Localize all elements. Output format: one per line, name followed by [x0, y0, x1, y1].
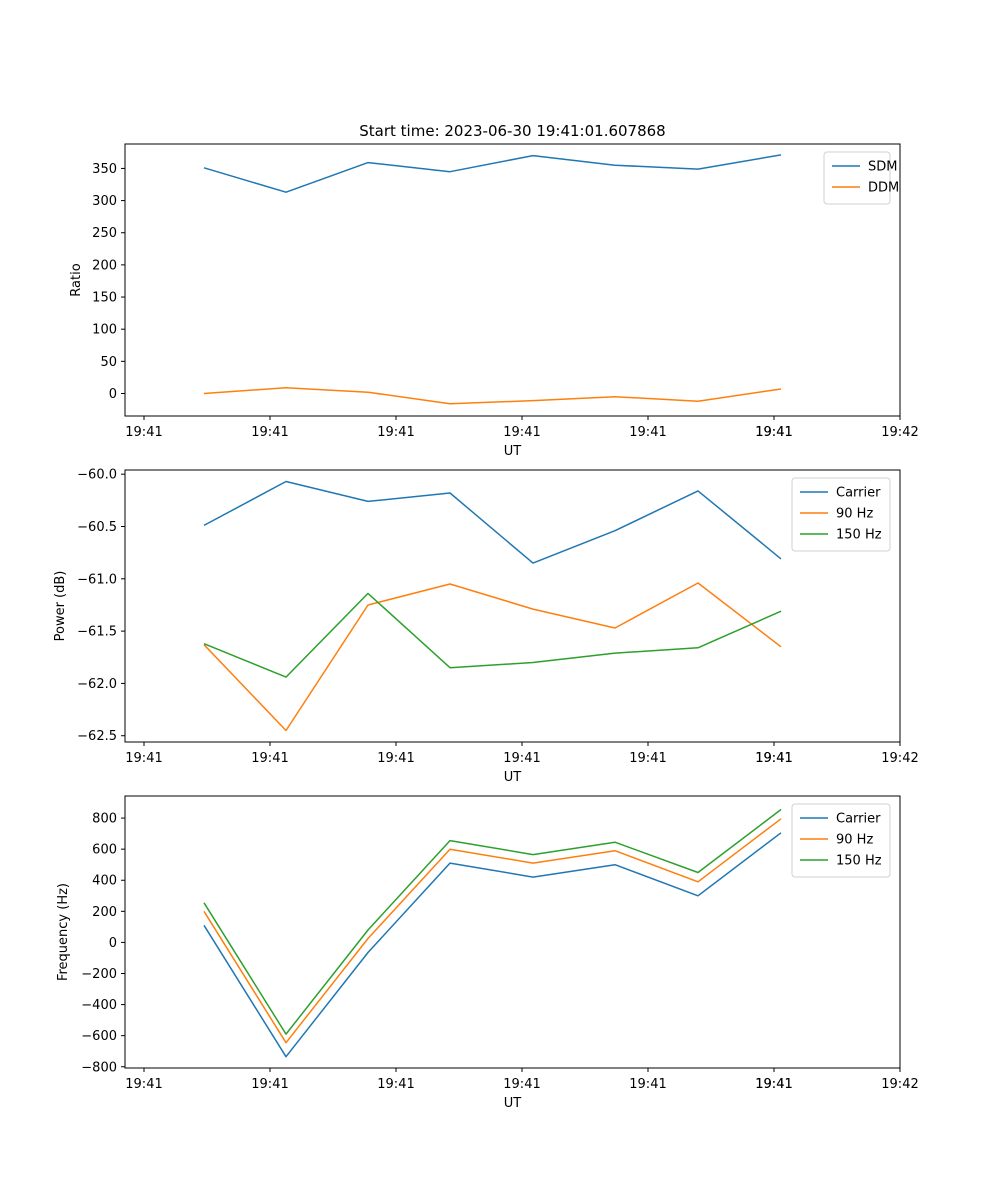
y-tick-label: 350	[92, 162, 117, 177]
y-tick-label: 400	[92, 874, 117, 889]
x-axis-label: UT	[504, 444, 522, 459]
y-axis-label: Ratio	[69, 263, 84, 296]
legend: Carrier 90 Hz 150 Hz	[791, 477, 891, 552]
legend-entry: Carrier	[836, 486, 881, 501]
y-axis-label: Power (dB)	[53, 571, 68, 642]
legend-entry: 150 Hz	[836, 528, 882, 543]
y-tick-label: −61.5	[77, 625, 117, 640]
y-tick-label: 600	[92, 843, 117, 858]
x-tick-label: 19:41	[503, 751, 540, 766]
y-tick-label: 300	[92, 194, 117, 209]
y-tick-label: 800	[92, 812, 117, 827]
y-tick-label: −62.5	[77, 729, 117, 744]
y-axis-label: Frequency (Hz)	[56, 883, 71, 981]
y-tick-label: −400	[81, 998, 117, 1013]
x-tick-label: 19:41	[755, 425, 792, 440]
x-tick-label: 19:42	[881, 751, 918, 766]
axes-frame	[124, 795, 901, 1069]
y-tick-label: 150	[92, 291, 117, 306]
chart-title: Start time: 2023-06-30 19:41:01.607868	[359, 122, 665, 140]
y-tick-label: 200	[92, 905, 117, 920]
series-line-sdm	[203, 154, 782, 193]
x-axis-label: UT	[504, 1096, 522, 1111]
x-tick-label: 19:41	[755, 751, 792, 766]
x-tick-label: 19:41	[503, 425, 540, 440]
y-tick-label: −200	[81, 967, 117, 982]
y-tick-label: −600	[81, 1029, 117, 1044]
x-tick-label: 19:41	[251, 751, 288, 766]
axes-frame	[124, 143, 901, 417]
series-line-150-hz	[203, 592, 782, 678]
legend: Carrier 90 Hz 150 Hz	[791, 803, 891, 878]
y-tick-label: 0	[109, 387, 117, 402]
y-tick-label: 200	[92, 258, 117, 273]
series-line-150-hz	[203, 808, 782, 1035]
x-tick-label: 19:41	[503, 1077, 540, 1092]
x-tick-label: 19:42	[881, 1077, 918, 1092]
y-tick-label: 250	[92, 226, 117, 241]
x-tick-label: 19:41	[755, 1077, 792, 1092]
legend-box	[823, 151, 891, 205]
x-tick-label: 19:41	[377, 751, 414, 766]
legend-entry: 150 Hz	[836, 854, 882, 869]
legend-box	[791, 803, 891, 878]
axes-frame	[124, 469, 901, 743]
x-tick-label: 19:42	[881, 425, 918, 440]
x-tick-label: 19:41	[377, 425, 414, 440]
x-tick-label: 19:41	[755, 1077, 792, 1092]
y-tick-label: 50	[100, 355, 117, 370]
y-tick-label: 100	[92, 323, 117, 338]
x-tick-label: 19:41	[251, 1077, 288, 1092]
series-line-ddm	[203, 386, 782, 405]
x-tick-label: 19:41	[125, 751, 162, 766]
y-tick-label: −60.5	[77, 520, 117, 535]
legend-entry: 90 Hz	[836, 507, 873, 522]
x-tick-label: 19:41	[755, 425, 792, 440]
x-tick-label: 19:41	[755, 751, 792, 766]
legend-entry: 90 Hz	[836, 833, 873, 848]
legend-box	[791, 477, 891, 552]
y-tick-label: 0	[109, 936, 117, 951]
x-tick-label: 19:41	[629, 1077, 666, 1092]
legend-entry: Carrier	[836, 812, 881, 827]
y-tick-label: −61.0	[77, 572, 117, 587]
y-tick-label: −60.0	[77, 468, 117, 483]
y-tick-label: −62.0	[77, 677, 117, 692]
series-line-90-hz	[203, 582, 782, 732]
series-line-carrier	[203, 832, 782, 1058]
series-line-90-hz	[203, 818, 782, 1044]
x-tick-label: 19:41	[251, 425, 288, 440]
x-tick-label: 19:41	[125, 1077, 162, 1092]
y-tick-label: −800	[81, 1060, 117, 1075]
x-tick-label: 19:41	[125, 425, 162, 440]
legend: SDM DDM	[823, 151, 899, 205]
legend-entry: DDM	[868, 181, 899, 196]
x-axis-label: UT	[504, 770, 522, 785]
x-tick-label: 19:41	[629, 425, 666, 440]
legend-entry: SDM	[868, 160, 897, 175]
x-tick-label: 19:41	[629, 751, 666, 766]
series-line-carrier	[203, 480, 782, 564]
x-tick-label: 19:41	[377, 1077, 414, 1092]
panels: 19:41 19:41 19:41 19:41 19:41 19:41 19:41 19:42…	[53, 143, 919, 1111]
